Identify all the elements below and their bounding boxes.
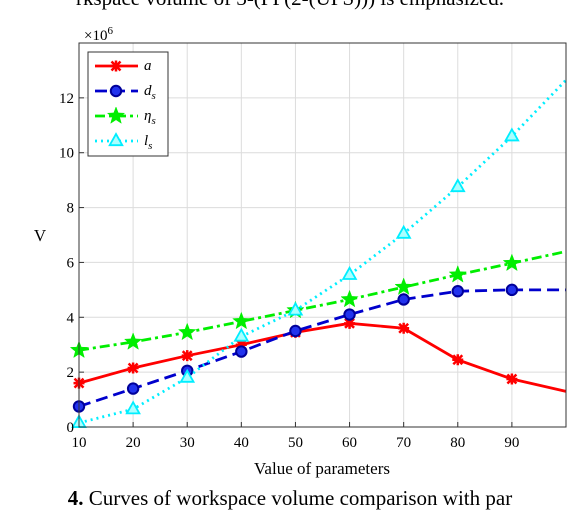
x-tick-label: 80 — [450, 435, 465, 451]
series-line — [78, 288, 566, 408]
data-point — [504, 127, 520, 142]
plot-frame — [78, 42, 567, 428]
y-tick-label: 4 — [67, 310, 75, 326]
data-point — [344, 317, 356, 329]
exponent-label: ×106 — [84, 25, 113, 44]
y-tick-label: 10 — [59, 146, 74, 162]
y-axis-label: V — [34, 226, 47, 245]
data-point — [451, 285, 464, 298]
data-point — [179, 368, 196, 383]
exponent-base: ×10 — [84, 28, 107, 44]
y-tick-label: 6 — [67, 255, 75, 271]
data-point — [395, 224, 412, 239]
bottom-caption: 4. Curves of workspace volume comparison… — [0, 486, 580, 511]
data-point — [502, 253, 522, 272]
data-point — [289, 324, 302, 338]
plot-border — [78, 42, 567, 428]
y-tick-label: 8 — [67, 201, 75, 217]
series-2 — [72, 283, 566, 413]
data-point — [235, 345, 248, 358]
legend-marker — [110, 60, 122, 72]
x-tick-label: 90 — [504, 435, 519, 451]
legend-marker — [109, 84, 123, 98]
data-point — [341, 265, 358, 280]
data-point — [235, 339, 247, 351]
exponent-power: 6 — [107, 25, 113, 37]
series-line — [78, 250, 567, 352]
data-point — [177, 322, 197, 341]
top-caption: rkspace volume of 3-(PP(2-(UPS))) is emp… — [0, 0, 580, 11]
legend-box — [87, 51, 169, 157]
tick-labels: 10 20 30 40 50 60 70 80 90 0 2 4 6 8 10 12 — [59, 91, 519, 451]
data-point — [233, 327, 250, 342]
data-point — [506, 373, 518, 385]
data-point — [449, 178, 466, 193]
figure-number: 4. — [67, 486, 84, 510]
y-tick-label: 0 — [67, 420, 75, 436]
x-tick-label: 20 — [126, 435, 141, 451]
data-point — [448, 265, 468, 283]
legend-marker — [108, 132, 124, 147]
series-1 — [73, 317, 567, 393]
data-point — [287, 301, 304, 316]
data-point — [123, 332, 143, 350]
data-point — [181, 350, 193, 362]
x-tick-label: 40 — [234, 435, 249, 451]
data-point — [343, 308, 356, 321]
x-tick-label: 30 — [180, 435, 195, 451]
x-tick-label: 10 — [72, 435, 87, 451]
series-3 — [69, 250, 567, 359]
data-point — [505, 283, 519, 297]
y-tick-label: 2 — [67, 365, 75, 381]
data-point — [126, 382, 140, 395]
x-tick-label: 60 — [342, 435, 357, 451]
data-point — [125, 400, 141, 415]
data-point — [398, 322, 410, 334]
x-tick-label: 70 — [396, 435, 411, 451]
y-tick-label: 12 — [59, 91, 74, 107]
caption-text: Curves of workspace volume comparison wi… — [88, 486, 513, 510]
legend: a ds ηs ls — [87, 51, 169, 157]
data-point — [232, 311, 251, 330]
legend-marker — [106, 106, 126, 124]
legend-entry: ηs — [144, 108, 156, 127]
data-point — [394, 277, 413, 295]
legend-entry: a — [144, 58, 152, 74]
x-axis-label: Value of parameters — [254, 459, 390, 478]
x-tick-label: 50 — [288, 435, 303, 451]
series-line — [78, 79, 568, 425]
series-line — [78, 321, 567, 393]
legend-entry: ls — [144, 133, 152, 152]
data-point — [340, 289, 359, 308]
data-point — [452, 354, 464, 366]
data-point — [397, 293, 410, 306]
legend-entry: ds — [144, 83, 156, 102]
data-point — [127, 362, 139, 374]
series-lines — [69, 79, 568, 428]
